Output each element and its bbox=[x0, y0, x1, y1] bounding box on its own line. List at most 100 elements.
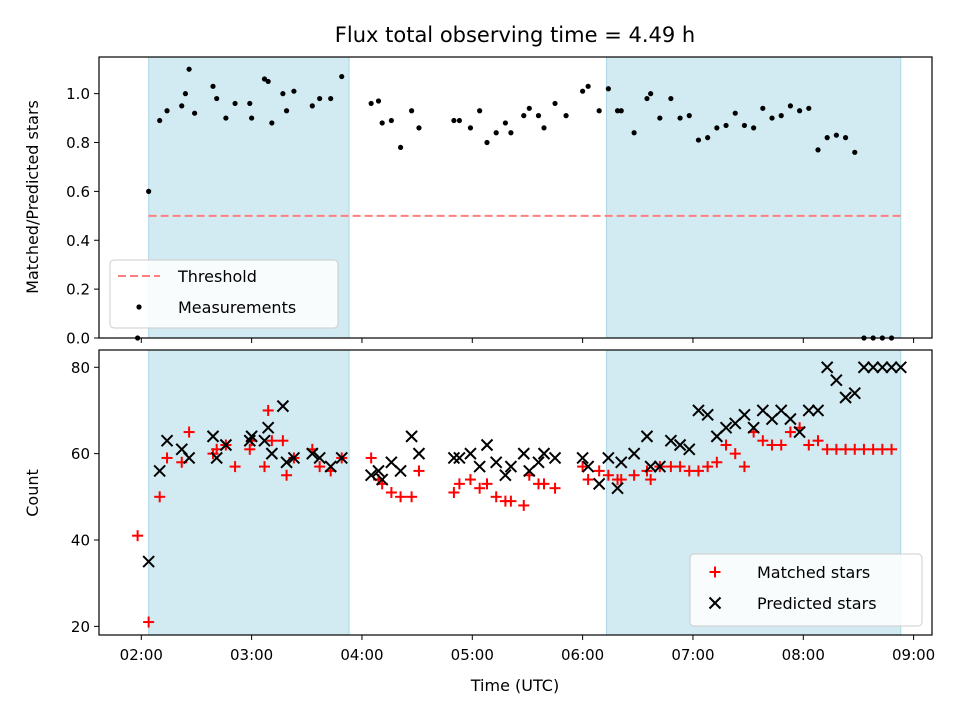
predicted-star-point-b bbox=[142, 555, 155, 568]
predicted-star-point-b bbox=[245, 430, 258, 443]
y-tick-label: 20 bbox=[71, 618, 90, 636]
predicted-star-point-b bbox=[802, 404, 816, 417]
measurement-point bbox=[456, 117, 463, 124]
ratio-y-axis: 0.0 0.2 0.4 0.6 0.8 1.0 bbox=[66, 85, 99, 348]
y-tick-label: 0.8 bbox=[66, 134, 90, 152]
predicted-star-point bbox=[142, 555, 155, 568]
predicted-star-point bbox=[306, 447, 319, 460]
measurement-point bbox=[214, 95, 220, 102]
predicted-star-point bbox=[160, 434, 174, 447]
matched-star-point bbox=[365, 452, 377, 464]
matched-star-point bbox=[518, 499, 530, 511]
y-tick-label: 60 bbox=[71, 445, 90, 463]
measurement-point bbox=[467, 125, 474, 131]
predicted-star-point-b bbox=[811, 404, 825, 417]
matched-star-point bbox=[453, 478, 465, 490]
predicted-star-point bbox=[673, 438, 687, 452]
predicted-star-point bbox=[276, 399, 290, 413]
matched-star-point bbox=[876, 443, 888, 455]
matched-star-point bbox=[413, 465, 425, 477]
predicted-star-point bbox=[627, 447, 641, 460]
matched-star-point bbox=[577, 461, 589, 473]
measurement-point bbox=[596, 108, 602, 114]
predicted-star-point-b bbox=[480, 438, 494, 452]
measurement-point bbox=[146, 188, 152, 194]
predicted-star-point bbox=[265, 447, 279, 460]
measurement-point bbox=[760, 105, 766, 111]
matched-star-point bbox=[711, 456, 723, 468]
predicted-star-point-b bbox=[839, 391, 852, 404]
y-tick-label: 40 bbox=[71, 532, 90, 550]
predicted-star-point-b bbox=[453, 451, 466, 465]
measurement-point bbox=[309, 103, 315, 109]
predicted-star-point-b bbox=[664, 434, 678, 447]
predicted-star-point-b bbox=[885, 361, 898, 374]
predicted-star-point-b bbox=[206, 430, 220, 443]
legend-measurements-label: Measurements bbox=[178, 298, 296, 317]
predicted-star-point bbox=[611, 481, 624, 495]
y-tick-label: 80 bbox=[71, 359, 90, 377]
predicted-star-point-b bbox=[747, 421, 760, 434]
matched-star-point bbox=[692, 465, 704, 477]
predicted-star-point-b bbox=[276, 399, 290, 413]
matched-star-point bbox=[161, 452, 173, 464]
predicted-star-point bbox=[592, 477, 606, 491]
predicted-star-point-b bbox=[517, 447, 530, 460]
matched-star-point bbox=[281, 469, 293, 481]
predicted-star-point bbox=[640, 430, 654, 443]
measurement-point bbox=[769, 115, 775, 121]
predicted-star-point bbox=[839, 391, 852, 404]
measurement-point bbox=[541, 125, 547, 131]
predicted-star-point-b bbox=[894, 361, 907, 374]
predicted-star-point bbox=[653, 460, 667, 473]
observing-window-shade bbox=[148, 349, 350, 636]
predicted-star-point bbox=[738, 408, 751, 421]
x-tick-label: 05:00 bbox=[451, 646, 494, 664]
predicted-star-point bbox=[261, 421, 275, 434]
ratio-plot-frame bbox=[98, 56, 933, 339]
measurement-point bbox=[521, 113, 527, 119]
x-tick-label: 07:00 bbox=[671, 646, 714, 664]
measurement-point bbox=[668, 95, 674, 102]
predicted-star-point-b bbox=[719, 421, 733, 434]
predicted-star-point-b bbox=[287, 451, 301, 465]
predicted-star-point bbox=[375, 473, 389, 486]
predicted-star-point bbox=[394, 464, 407, 478]
predicted-star-point-b bbox=[673, 438, 687, 452]
measurement-point bbox=[644, 95, 650, 102]
measurement-point bbox=[269, 120, 275, 126]
predicted-star-point-b bbox=[830, 374, 843, 387]
matched-star-point bbox=[385, 487, 397, 498]
predicted-star-point-b bbox=[385, 456, 398, 469]
matched-star-point bbox=[665, 461, 677, 473]
matched-star-point bbox=[830, 443, 842, 455]
legend-frame bbox=[689, 553, 923, 627]
y-tick-label: 0.6 bbox=[66, 183, 90, 201]
x-tick-label: 09:00 bbox=[892, 646, 935, 664]
matched-star-point bbox=[448, 487, 460, 498]
predicted-star-point bbox=[811, 404, 825, 417]
predicted-points bbox=[142, 361, 907, 568]
measurement-point bbox=[751, 125, 757, 131]
matched-star-point bbox=[538, 478, 550, 490]
predicted-star-point-b bbox=[364, 469, 378, 482]
ratio-x-ticks bbox=[140, 338, 915, 343]
measurement-point bbox=[368, 100, 374, 107]
predicted-star-point-b bbox=[692, 404, 705, 417]
measurement-point bbox=[409, 108, 415, 114]
measurement-point bbox=[375, 98, 382, 104]
y-tick-label: 0.4 bbox=[66, 232, 90, 250]
x-tick-label: 03:00 bbox=[230, 646, 273, 664]
y-tick-label: 0.2 bbox=[66, 281, 90, 299]
x-tick-label: 04:00 bbox=[340, 646, 383, 664]
y-tick-label: 0.0 bbox=[66, 330, 90, 348]
predicted-star-point bbox=[206, 430, 220, 443]
predicted-star-point bbox=[335, 451, 348, 465]
predicted-star-point bbox=[287, 451, 301, 465]
predicted-star-point bbox=[364, 469, 378, 482]
measurement-point bbox=[741, 122, 748, 129]
matched-star-point bbox=[266, 435, 278, 447]
matched-star-point bbox=[582, 474, 594, 486]
predicted-star-point bbox=[453, 451, 466, 465]
